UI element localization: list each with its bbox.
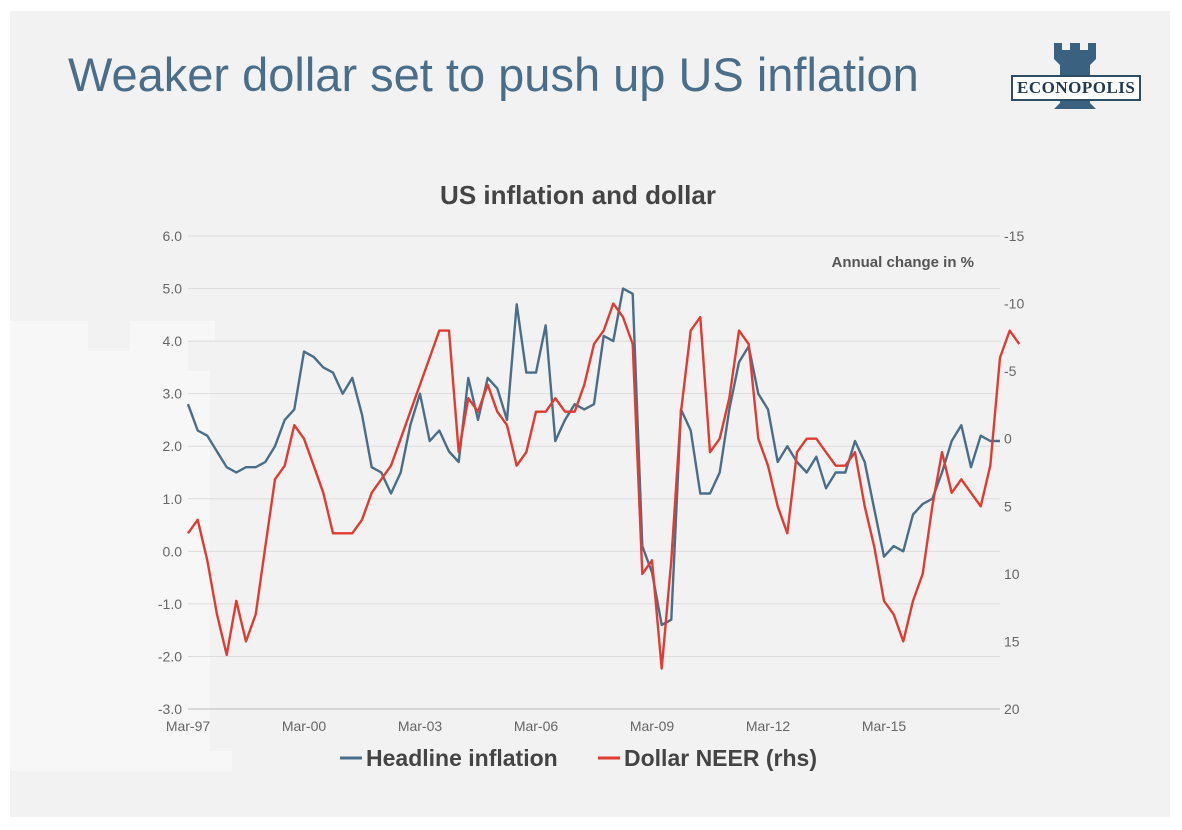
left-tick-label: -2.0 — [158, 648, 182, 664]
econopolis-logo: ECONOPOLIS — [1010, 41, 1142, 111]
series-lines — [186, 287, 1021, 670]
legend-label: Headline inflation — [366, 745, 558, 771]
left-tick-label: 6.0 — [163, 228, 183, 244]
right-tick-label: -5 — [1004, 363, 1017, 379]
left-tick-label: 3.0 — [163, 386, 183, 402]
left-tick-label: 1.0 — [163, 491, 183, 507]
x-tick-label: Mar-15 — [862, 718, 907, 734]
annotation-unit: Annual change in % — [831, 254, 974, 271]
x-tick-label: Mar-12 — [746, 718, 791, 734]
series-line — [186, 287, 1000, 627]
right-tick-label: 10 — [1004, 566, 1020, 582]
left-tick-label: 0.0 — [163, 543, 183, 559]
line-chart: 6.0 5.0 4.0 3.0 2.0 1.0 0.0 -1.0 -2.0 -3.0 -15 -10… — [158, 180, 1025, 771]
x-tick-label: Mar-97 — [166, 718, 211, 734]
right-tick-label: 15 — [1004, 633, 1020, 649]
left-axis: 6.0 5.0 4.0 3.0 2.0 1.0 0.0 -1.0 -2.0 -3.0 — [158, 228, 182, 717]
legend: Headline inflation Dollar NEER (rhs) — [340, 745, 817, 771]
left-tick-label: 4.0 — [163, 333, 183, 349]
left-tick-label: 5.0 — [163, 281, 183, 297]
slide: Weaker dollar set to push up US inflatio… — [10, 11, 1170, 817]
left-tick-label: -1.0 — [158, 596, 182, 612]
x-tick-label: Mar-00 — [282, 718, 327, 734]
legend-label: Dollar NEER (rhs) — [624, 745, 817, 771]
right-tick-label: 20 — [1004, 701, 1020, 717]
x-axis: Mar-97 Mar-00 Mar-03 Mar-06 Mar-09 Mar-12 Mar-… — [166, 718, 907, 734]
x-tick-label: Mar-03 — [398, 718, 443, 734]
right-axis: -15 -10 -5 0 5 10 15 20 — [1004, 228, 1024, 717]
x-tick-label: Mar-06 — [514, 718, 559, 734]
left-tick-label: 2.0 — [163, 438, 183, 454]
chart-title: US inflation and dollar — [440, 180, 716, 210]
series-line — [187, 302, 1021, 670]
right-tick-label: -10 — [1004, 296, 1024, 312]
right-tick-label: -15 — [1004, 228, 1024, 244]
x-tick-label: Mar-09 — [630, 718, 675, 734]
logo-wordmark: ECONOPOLIS — [1011, 75, 1142, 101]
gridlines — [188, 235, 1000, 710]
right-tick-label: 5 — [1004, 498, 1012, 514]
slide-title: Weaker dollar set to push up US inflatio… — [68, 48, 919, 101]
tower-watermark-graphic — [10, 321, 232, 771]
left-tick-label: -3.0 — [158, 701, 182, 717]
right-tick-label: 0 — [1004, 431, 1012, 447]
